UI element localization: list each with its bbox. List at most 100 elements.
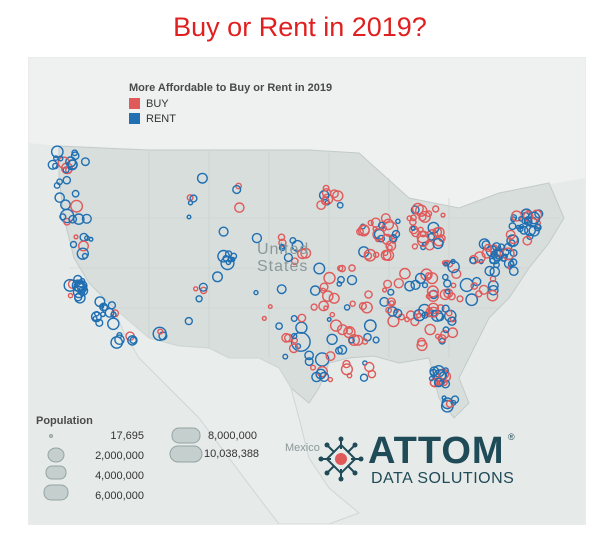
city-marker-rent[interactable] <box>414 272 427 285</box>
city-marker-rent[interactable] <box>509 258 518 267</box>
city-marker-rent[interactable] <box>465 293 479 307</box>
city-marker-rent[interactable] <box>372 336 380 344</box>
city-marker-buy[interactable] <box>329 311 336 318</box>
city-marker-rent[interactable] <box>114 334 125 346</box>
city-marker-rent[interactable] <box>50 145 64 159</box>
city-marker-rent[interactable] <box>459 277 474 293</box>
city-marker-buy[interactable] <box>416 339 428 352</box>
city-marker-buy[interactable] <box>323 271 336 285</box>
city-marker-rent[interactable] <box>421 311 429 319</box>
city-marker-rent[interactable] <box>508 222 517 231</box>
city-marker-buy[interactable] <box>419 230 427 238</box>
city-marker-buy[interactable] <box>278 238 287 248</box>
city-marker-buy[interactable] <box>322 184 330 192</box>
city-marker-buy[interactable] <box>427 302 440 315</box>
city-marker-buy[interactable] <box>364 361 375 373</box>
city-marker-rent[interactable] <box>506 234 520 248</box>
city-marker-buy[interactable] <box>409 218 417 226</box>
city-marker-rent[interactable] <box>497 243 505 251</box>
city-marker-rent[interactable] <box>251 232 263 244</box>
city-marker-buy[interactable] <box>393 278 404 289</box>
city-marker-buy[interactable] <box>320 196 330 206</box>
city-marker-rent[interactable] <box>56 178 63 186</box>
city-marker-rent[interactable] <box>527 211 541 225</box>
city-marker-buy[interactable] <box>367 219 374 227</box>
city-marker-buy[interactable] <box>406 215 413 222</box>
city-marker-buy[interactable] <box>388 300 395 306</box>
city-marker-buy[interactable] <box>380 224 388 232</box>
city-marker-rent[interactable] <box>57 155 64 162</box>
city-marker-rent[interactable] <box>68 214 78 224</box>
city-marker-buy[interactable] <box>409 214 417 222</box>
city-marker-buy[interactable] <box>319 282 329 292</box>
city-marker-rent[interactable] <box>95 318 104 327</box>
city-marker-rent[interactable] <box>515 224 521 230</box>
city-marker-buy[interactable] <box>382 287 388 293</box>
city-marker-buy[interactable] <box>318 300 329 312</box>
city-marker-buy[interactable] <box>363 248 377 262</box>
city-marker-rent[interactable] <box>489 252 501 265</box>
city-marker-buy[interactable] <box>484 243 493 253</box>
city-marker-rent[interactable] <box>443 279 452 288</box>
city-marker-buy[interactable] <box>427 306 440 318</box>
city-marker-buy[interactable] <box>364 290 373 299</box>
city-marker-rent[interactable] <box>73 213 85 225</box>
city-marker-rent[interactable] <box>433 377 444 388</box>
city-marker-buy[interactable] <box>261 315 267 321</box>
city-marker-rent[interactable] <box>283 252 294 263</box>
city-marker-buy[interactable] <box>359 224 370 236</box>
city-marker-buy[interactable] <box>73 234 79 240</box>
map-area[interactable]: More Affordable to Buy or Rent in 2019 B… <box>28 57 586 525</box>
city-marker-rent[interactable] <box>92 315 98 322</box>
city-marker-buy[interactable] <box>328 292 340 304</box>
city-marker-rent[interactable] <box>336 201 344 209</box>
city-marker-rent[interactable] <box>211 271 223 283</box>
city-marker-buy[interactable] <box>432 205 440 213</box>
city-marker-rent[interactable] <box>304 357 314 367</box>
city-marker-buy[interactable] <box>343 326 356 339</box>
city-marker-buy[interactable] <box>426 272 439 285</box>
city-marker-rent[interactable] <box>336 280 343 287</box>
city-marker-rent[interactable] <box>447 260 460 274</box>
city-marker-rent[interactable] <box>101 304 109 312</box>
city-marker-rent[interactable] <box>441 304 450 313</box>
city-marker-buy[interactable] <box>157 328 164 335</box>
city-marker-buy[interactable] <box>440 212 446 218</box>
city-marker-buy[interactable] <box>192 286 199 292</box>
city-marker-rent[interactable] <box>484 265 495 277</box>
city-marker-rent[interactable] <box>430 309 444 322</box>
city-marker-rent[interactable] <box>110 336 124 349</box>
city-marker-buy[interactable] <box>411 243 419 250</box>
city-marker-buy[interactable] <box>475 290 483 298</box>
city-marker-rent[interactable] <box>442 326 450 334</box>
city-marker-buy[interactable] <box>373 251 380 259</box>
city-marker-buy[interactable] <box>445 399 455 408</box>
city-marker-buy[interactable] <box>456 295 464 303</box>
city-marker-buy[interactable] <box>288 343 299 354</box>
city-marker-rent[interactable] <box>490 250 499 259</box>
city-marker-rent[interactable] <box>326 333 338 345</box>
city-marker-buy[interactable] <box>399 267 411 280</box>
city-marker-buy[interactable] <box>386 297 396 307</box>
city-marker-rent[interactable] <box>79 277 86 285</box>
city-marker-rent[interactable] <box>196 172 208 184</box>
city-marker-buy[interactable] <box>310 303 318 311</box>
city-marker-rent[interactable] <box>65 156 77 168</box>
city-marker-buy[interactable] <box>486 289 499 302</box>
city-marker-rent[interactable] <box>391 229 401 239</box>
city-marker-buy[interactable] <box>511 210 523 222</box>
city-marker-buy[interactable] <box>424 323 437 336</box>
city-marker-buy[interactable] <box>310 364 317 371</box>
city-marker-rent[interactable] <box>290 315 298 323</box>
city-marker-rent[interactable] <box>413 309 426 322</box>
city-marker-rent[interactable] <box>447 316 457 326</box>
city-marker-rent[interactable] <box>387 306 398 317</box>
city-marker-buy[interactable] <box>426 285 440 298</box>
city-marker-rent[interactable] <box>404 280 415 292</box>
city-marker-buy[interactable] <box>325 351 336 362</box>
city-marker-buy[interactable] <box>70 199 84 213</box>
city-marker-rent[interactable] <box>472 276 482 287</box>
city-marker-buy[interactable] <box>433 226 445 238</box>
city-marker-buy[interactable] <box>447 292 456 301</box>
city-marker-buy[interactable] <box>327 376 334 383</box>
